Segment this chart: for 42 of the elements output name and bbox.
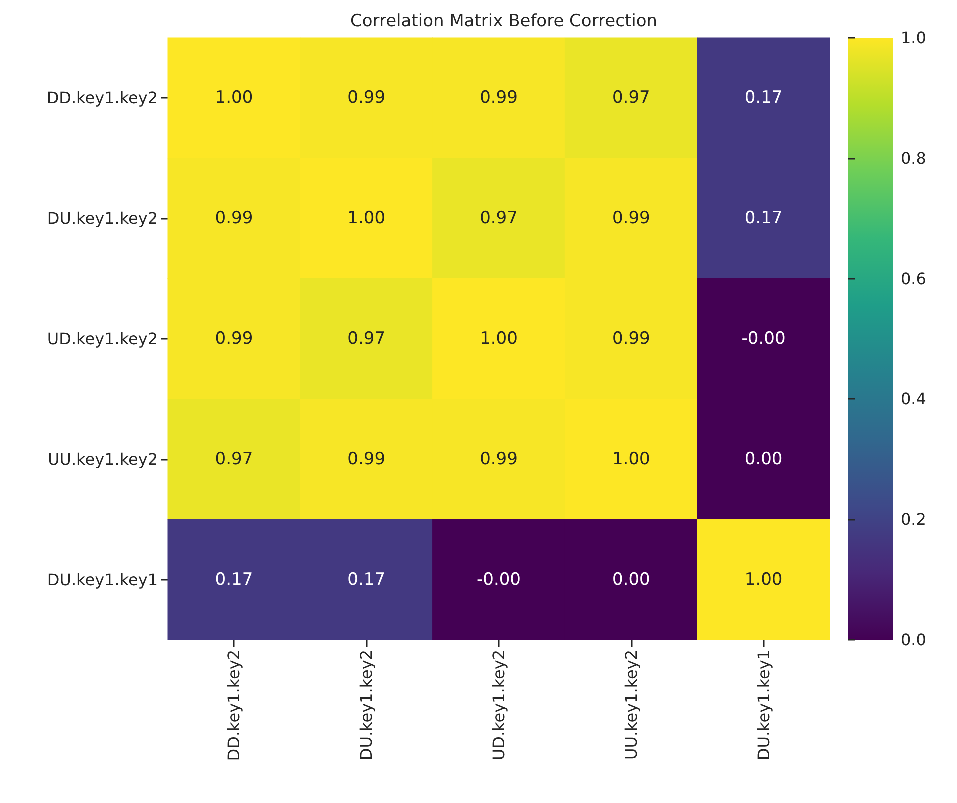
- data-label: 0.17: [744, 88, 783, 108]
- y-tick-label: DU.key1.key1: [47, 570, 158, 590]
- x-tick-label: DU.key1.key1: [754, 650, 774, 761]
- color-bar-label: 0.8: [901, 148, 926, 168]
- color-bar-label: 0.4: [901, 390, 926, 409]
- color-bar-label: 1.0: [901, 28, 926, 48]
- y-tick-label: UD.key1.key2: [47, 330, 158, 348]
- color-bar-label: 0.0: [901, 630, 926, 650]
- y-tick-label: DD.key1.key2: [46, 88, 158, 108]
- data-label: 0.17: [215, 570, 254, 590]
- data-label: 1.00: [348, 208, 386, 229]
- chart-title: Correlation Matrix Before Correction: [350, 12, 658, 32]
- data-label: -0.00: [477, 570, 521, 590]
- y-tick-label: DU.key1.key2: [47, 209, 158, 228]
- data-label: 1.00: [215, 88, 254, 108]
- data-label: 0.99: [348, 88, 386, 108]
- data-label: 0.97: [215, 449, 254, 470]
- data-label: 1.00: [480, 329, 518, 349]
- x-tick-label: DD.key1.key2: [224, 650, 244, 762]
- data-label: 0.17: [348, 570, 386, 590]
- data-label: 1.00: [744, 570, 783, 590]
- data-label: 0.99: [480, 449, 518, 470]
- color-bar-label: 0.6: [901, 269, 926, 288]
- data-label: 0.17: [744, 208, 783, 229]
- data-label: 1.00: [612, 449, 650, 470]
- data-label: 0.99: [215, 208, 254, 229]
- x-tick-label: DU.key1.key2: [357, 650, 376, 761]
- data-label: 0.99: [348, 449, 386, 470]
- data-label: 0.99: [480, 88, 518, 108]
- x-tick-label: UD.key1.key2: [490, 650, 508, 761]
- data-label: 0.00: [744, 449, 783, 470]
- data-label: 0.97: [480, 208, 518, 229]
- data-label: 0.99: [612, 329, 650, 349]
- data-label: 0.99: [612, 208, 650, 229]
- color-bar-label: 0.2: [901, 510, 926, 530]
- y-tick-label: UU.key1.key2: [48, 450, 158, 469]
- data-label: 0.97: [612, 88, 650, 108]
- x-tick-label: UU.key1.key2: [622, 650, 641, 760]
- data-label: 0.97: [348, 329, 386, 349]
- data-label: 0.99: [215, 329, 254, 349]
- data-label: -0.00: [742, 329, 786, 349]
- data-label: 0.00: [612, 570, 650, 590]
